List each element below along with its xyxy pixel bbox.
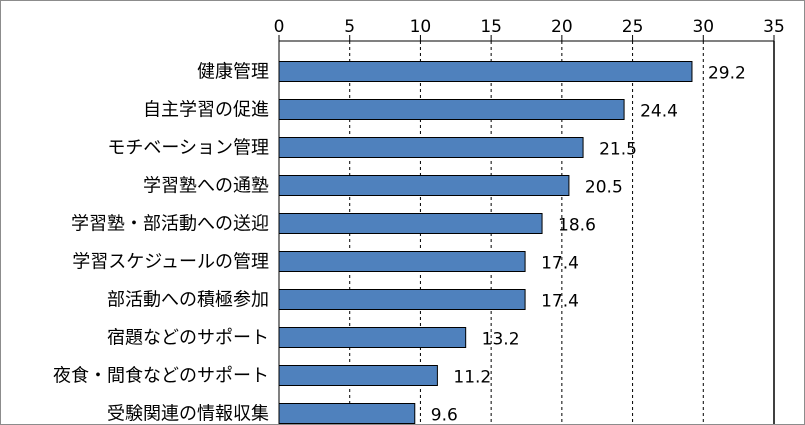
x-tick-label: 10 bbox=[410, 17, 432, 37]
bar bbox=[278, 251, 526, 272]
x-tick-label: 20 bbox=[551, 17, 573, 37]
category-label: モチベーション管理 bbox=[107, 138, 269, 159]
bar bbox=[278, 213, 543, 234]
data-label: 13.2 bbox=[482, 330, 520, 350]
bar bbox=[278, 327, 467, 348]
category-label: 学習塾への通塾 bbox=[143, 175, 269, 197]
x-tick-label: 15 bbox=[480, 17, 502, 37]
x-tick-label: 5 bbox=[344, 17, 355, 37]
category-label: 学習塾・部活動への送迎 bbox=[71, 213, 269, 235]
category-label: 自主学習の促進 bbox=[143, 100, 269, 121]
data-label: 17.4 bbox=[541, 292, 579, 312]
data-label: 29.2 bbox=[708, 64, 746, 84]
data-label: 11.2 bbox=[453, 368, 491, 388]
category-label: 受験関連の情報収集 bbox=[107, 404, 269, 425]
category-label: 部活動への積極参加 bbox=[107, 290, 269, 311]
category-label: 宿題などのサポート bbox=[107, 328, 269, 349]
grid-layer bbox=[349, 41, 704, 424]
x-tick-label: 0 bbox=[274, 17, 285, 37]
data-label: 20.5 bbox=[585, 178, 623, 198]
bar bbox=[278, 365, 438, 386]
bar bbox=[278, 61, 693, 82]
data-label: 18.6 bbox=[558, 216, 596, 236]
bar bbox=[278, 99, 625, 120]
x-tick-label: 35 bbox=[763, 17, 785, 37]
category-label: 夜食・間食などのサポート bbox=[53, 366, 269, 387]
x-tick-label: 25 bbox=[622, 17, 644, 37]
category-label: 健康管理 bbox=[197, 62, 269, 83]
data-label: 9.6 bbox=[431, 406, 458, 425]
data-label: 17.4 bbox=[541, 254, 579, 274]
bar bbox=[278, 403, 416, 424]
bar-layer bbox=[278, 61, 693, 424]
x-tick-label: 30 bbox=[692, 17, 714, 37]
bar bbox=[278, 289, 526, 310]
bar bbox=[278, 137, 584, 158]
data-label: 21.5 bbox=[599, 140, 637, 160]
data-label: 24.4 bbox=[640, 102, 678, 122]
bar bbox=[278, 175, 570, 196]
label-layer: 健康管理 29.2 自主学習の促進 24.4 モチベーション管理 21.5 学習塾への通塾 2… bbox=[53, 62, 746, 425]
category-label: 学習スケジュールの管理 bbox=[72, 252, 269, 273]
